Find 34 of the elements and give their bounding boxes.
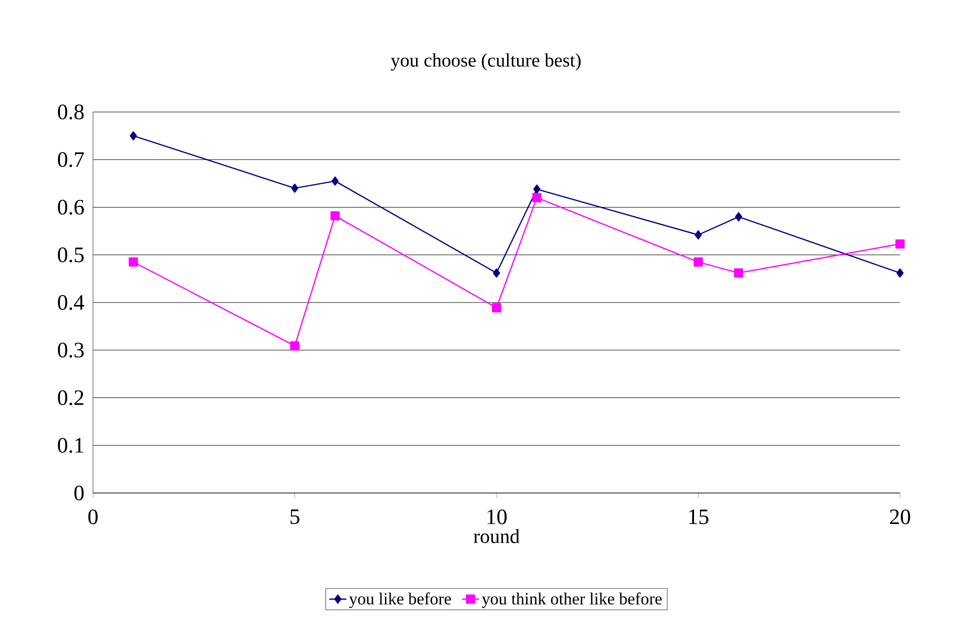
x-tick-label: 0 <box>88 509 98 524</box>
point <box>492 303 502 312</box>
legend-label: you like before <box>349 592 451 608</box>
point <box>291 184 298 193</box>
point <box>735 212 742 222</box>
point <box>332 176 339 186</box>
y-tick-label: 0.2 <box>58 390 84 406</box>
x-tick-label: 15 <box>689 509 708 524</box>
point <box>290 341 300 350</box>
chart-title: you choose (culture best) <box>390 53 581 71</box>
y-tick-label: 0.6 <box>58 200 84 215</box>
y-tick-label: 0.1 <box>58 438 84 453</box>
y-tick-label: 0.4 <box>58 295 84 310</box>
point <box>532 193 542 202</box>
point <box>330 211 340 220</box>
x-tick-label: 20 <box>890 509 910 524</box>
y-tick-label: 0.8 <box>58 104 84 120</box>
point <box>533 184 540 194</box>
point <box>128 257 138 267</box>
legend-label: you think other like before <box>482 592 662 608</box>
y-tick-label: 0.5 <box>58 247 84 262</box>
x-tick-label: 5 <box>290 509 300 524</box>
point <box>130 131 137 140</box>
point <box>734 268 744 278</box>
point <box>895 239 905 249</box>
x-tick-label: 10 <box>487 509 507 524</box>
point <box>694 230 702 240</box>
point <box>694 257 703 267</box>
y-tick-label: 0.7 <box>58 152 84 168</box>
point <box>492 268 500 278</box>
y-tick-label: 0.3 <box>58 342 84 358</box>
point <box>896 268 904 278</box>
y-tick-label: 0 <box>74 486 84 500</box>
x-axis-title: round <box>474 529 520 544</box>
